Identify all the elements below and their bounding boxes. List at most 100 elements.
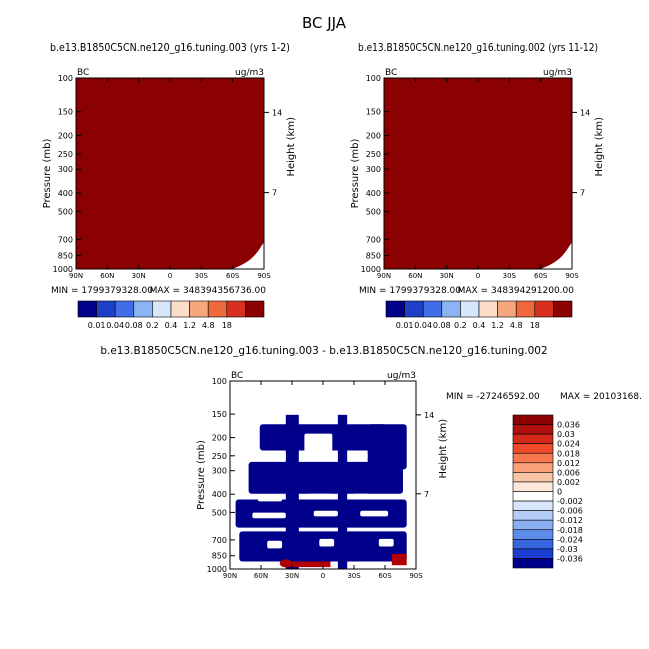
x-tick-label: 60N — [408, 272, 422, 280]
y-tick-label: 150 — [212, 410, 227, 419]
surface-gap — [540, 242, 572, 269]
x-tick-label: 30S — [195, 272, 209, 280]
colorbar-swatch — [512, 491, 554, 502]
colorbar-swatch — [512, 481, 554, 492]
x-tick-label: 30N — [132, 272, 146, 280]
y-tick-label: 300 — [58, 165, 73, 174]
colorbar-label: 4.8 — [510, 321, 523, 330]
colorbar-swatch — [207, 300, 228, 318]
x-tick-label: 30S — [347, 572, 361, 580]
colorbar-swatch — [189, 300, 209, 318]
colorbar-label: 0.01 — [396, 321, 414, 330]
x-tick-label: 60S — [534, 272, 548, 280]
colorbar-label: -0.024 — [557, 535, 583, 544]
y-tick-label: 200 — [366, 131, 381, 140]
colorbar-swatch — [512, 462, 554, 473]
colorbar-swatch — [512, 548, 554, 559]
y-tick-label: 400 — [212, 490, 227, 499]
y-tick-label: 1000 — [207, 565, 227, 574]
species-label: BC — [385, 68, 397, 78]
colorbar-label: 0.4 — [165, 321, 178, 330]
x-tick-label: 60S — [378, 572, 392, 580]
colorbar-label: -0.012 — [557, 516, 583, 525]
surface-gap — [232, 242, 264, 269]
panel-top-right: 90N 60N 30N 0 30S 60S 90S 100 150 200 250 300 400 500… — [350, 42, 605, 296]
panel-title: b.e13.B1850C5CN.ne120_g16.tuning.003 - b… — [100, 345, 547, 357]
negative-column — [285, 414, 299, 569]
x-tick-label: 0 — [168, 272, 172, 280]
colorbar-swatch — [515, 300, 536, 318]
y-tick-label: 250 — [58, 150, 73, 159]
colorbar-swatch — [114, 300, 135, 318]
y-tick-label: 1000 — [361, 265, 381, 274]
y-tick-label: 400 — [366, 189, 381, 198]
colorbar-swatch — [478, 300, 498, 318]
colorbar-swatch — [77, 300, 97, 318]
y-tick-label: 700 — [366, 235, 381, 244]
x-tick-label: 0 — [476, 272, 480, 280]
min-label: MIN = 1799379328.00 — [359, 286, 461, 296]
colorbar-swatch — [553, 300, 573, 318]
panel-title: b.e13.B1850C5CN.ne120_g16.tuning.003 (yr… — [50, 42, 290, 54]
y-tick-label: 300 — [366, 165, 381, 174]
colorbar-swatch — [422, 300, 443, 318]
colorbar-label: 0.018 — [557, 449, 580, 458]
y-tick-label: 700 — [58, 235, 73, 244]
neutral-gap — [252, 512, 286, 519]
colorbar-label: 18 — [222, 321, 232, 330]
neutral-gap — [352, 493, 370, 500]
colorbar-swatch — [512, 510, 554, 521]
y-tick-label: 400 — [58, 189, 73, 198]
units-label: ug/m3 — [235, 68, 264, 78]
min-label: MIN = 1799379328.00 — [51, 286, 153, 296]
y-tick-label: 150 — [58, 108, 73, 117]
colorbar-label: 1.2 — [491, 321, 504, 330]
colorbar-swatch — [226, 300, 246, 318]
units-label: ug/m3 — [387, 371, 416, 381]
x-tick-label: 90S — [565, 272, 579, 280]
colorbar-top-left: 0.01 0.04 0.08 0.2 0.4 1.2 4.8 18 — [77, 300, 265, 330]
colorbar-swatch — [512, 558, 554, 569]
x-tick-label: 60N — [100, 272, 114, 280]
colorbar-label: -0.036 — [557, 554, 583, 563]
colorbar-swatch — [512, 443, 554, 454]
positive-region — [391, 553, 407, 566]
negative-region — [239, 531, 407, 562]
y-tick-label: 850 — [58, 252, 73, 261]
units-label: ug/m3 — [543, 68, 572, 78]
colorbar-label: 0 — [557, 488, 562, 497]
height-tick-label: 14 — [424, 411, 434, 420]
x-tick-label: 90N — [69, 272, 83, 280]
colorbar-swatch — [152, 300, 172, 318]
neutral-gap — [257, 495, 283, 502]
x-tick-label: 90S — [257, 272, 271, 280]
height-tick-label: 14 — [272, 108, 282, 117]
y-tick-label: 700 — [212, 536, 227, 545]
neutral-gap — [304, 433, 333, 457]
y-axis-right-label: Height (km) — [286, 117, 297, 177]
colorbar-label: 0.08 — [433, 321, 451, 330]
x-tick-label: 60S — [226, 272, 240, 280]
neutral-gap — [267, 540, 283, 549]
colorbar-label: 0.04 — [414, 321, 432, 330]
neutral-gap — [319, 538, 335, 547]
colorbar-swatch — [170, 300, 190, 318]
colorbar-label: 0.036 — [557, 421, 580, 430]
species-label: BC — [231, 371, 243, 381]
panel-difference: 90N 60N 30N 0 30S 60S 90S 100 150 200 250 300 400 500… — [100, 345, 642, 580]
colorbar-label: 0.2 — [454, 321, 467, 330]
x-tick-label: 60N — [254, 572, 268, 580]
colorbar-swatch — [512, 519, 554, 531]
max-label: MAX = 20103168. — [560, 392, 642, 402]
y-tick-label: 500 — [212, 508, 227, 517]
colorbar-swatch — [96, 300, 116, 318]
neutral-gap — [360, 510, 389, 517]
colorbar-swatch — [512, 414, 554, 425]
y-axis-label: Pressure (mb) — [350, 139, 361, 209]
y-tick-label: 250 — [366, 150, 381, 159]
y-tick-label: 100 — [366, 74, 381, 83]
colorbar-swatch — [245, 300, 265, 318]
colorbar-label: 18 — [530, 321, 540, 330]
colorbar-swatch — [385, 300, 405, 318]
panel-top-left: 90N 60N 30N 0 30S 60S 90S 100 150 200 250 300 400 500… — [42, 42, 297, 296]
